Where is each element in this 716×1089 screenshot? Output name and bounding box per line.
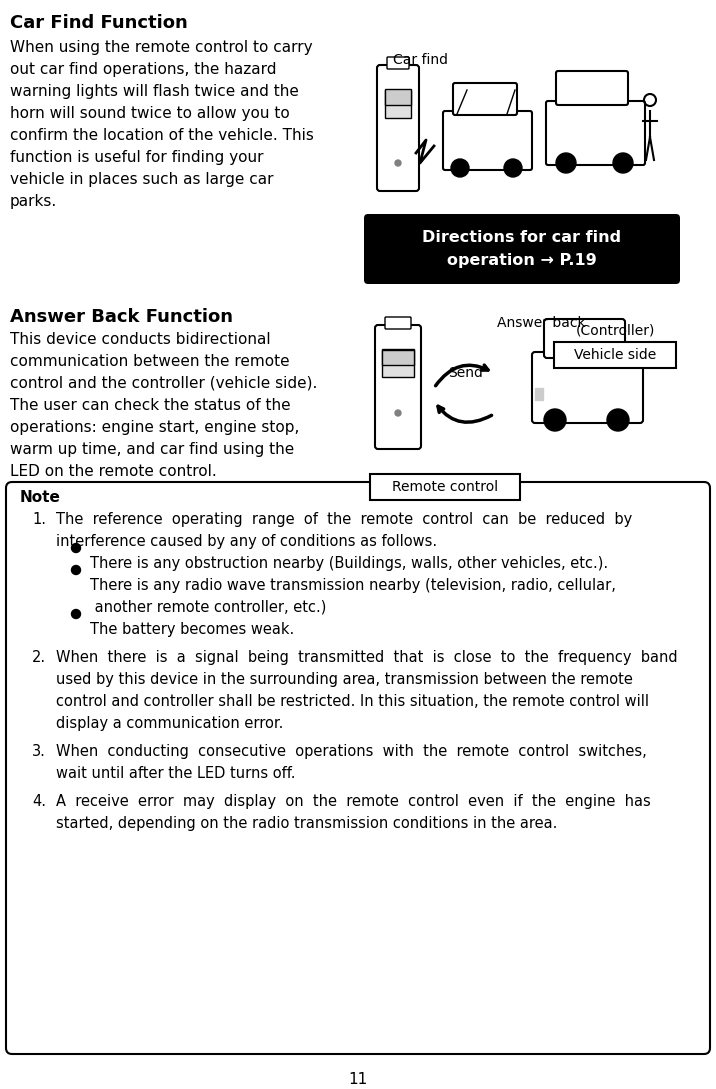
Text: warning lights will flash twice and the: warning lights will flash twice and the xyxy=(10,84,299,99)
Text: function is useful for finding your: function is useful for finding your xyxy=(10,150,263,166)
Text: out car find operations, the hazard: out car find operations, the hazard xyxy=(10,62,276,77)
Text: A  receive  error  may  display  on  the  remote  control  even  if  the  engine: A receive error may display on the remot… xyxy=(56,794,651,809)
Text: When  conducting  consecutive  operations  with  the  remote  control  switches,: When conducting consecutive operations w… xyxy=(56,744,647,759)
Bar xyxy=(382,350,414,365)
Text: communication between the remote: communication between the remote xyxy=(10,354,290,369)
Text: The battery becomes weak.: The battery becomes weak. xyxy=(90,622,294,637)
FancyBboxPatch shape xyxy=(364,215,680,284)
FancyBboxPatch shape xyxy=(6,482,710,1054)
FancyBboxPatch shape xyxy=(453,83,517,115)
Circle shape xyxy=(72,565,80,575)
Text: started, depending on the radio transmission conditions in the area.: started, depending on the radio transmis… xyxy=(56,816,557,831)
Text: Car Find Function: Car Find Function xyxy=(10,14,188,32)
Text: 11: 11 xyxy=(349,1072,367,1087)
Text: Send: Send xyxy=(448,366,483,380)
Bar xyxy=(18,486,70,507)
Bar xyxy=(535,388,543,400)
Text: horn will sound twice to allow you to: horn will sound twice to allow you to xyxy=(10,106,290,121)
Circle shape xyxy=(556,152,576,173)
Text: control and the controller (vehicle side).: control and the controller (vehicle side… xyxy=(10,376,317,391)
Circle shape xyxy=(395,409,401,416)
Text: When using the remote control to carry: When using the remote control to carry xyxy=(10,40,313,56)
Text: Answer back: Answer back xyxy=(497,316,586,330)
Bar xyxy=(382,348,414,377)
FancyBboxPatch shape xyxy=(375,325,421,449)
Bar xyxy=(385,89,411,105)
Bar xyxy=(385,90,411,118)
Circle shape xyxy=(72,610,80,619)
Text: vehicle in places such as large car: vehicle in places such as large car xyxy=(10,172,274,187)
Circle shape xyxy=(451,159,469,178)
Text: Answer Back Function: Answer Back Function xyxy=(10,308,233,326)
Bar xyxy=(554,342,676,368)
Text: another remote controller, etc.): another remote controller, etc.) xyxy=(90,600,326,615)
Text: confirm the location of the vehicle. This: confirm the location of the vehicle. Thi… xyxy=(10,129,314,143)
Text: Directions for car find
operation → P.19: Directions for car find operation → P.19 xyxy=(422,231,621,268)
Text: (Controller): (Controller) xyxy=(576,325,654,338)
Text: The user can check the status of the: The user can check the status of the xyxy=(10,397,291,413)
Text: used by this device in the surrounding area, transmission between the remote: used by this device in the surrounding a… xyxy=(56,672,633,687)
Text: Remote control: Remote control xyxy=(392,480,498,494)
Text: When  there  is  a  signal  being  transmitted  that  is  close  to  the  freque: When there is a signal being transmitted… xyxy=(56,650,677,665)
FancyBboxPatch shape xyxy=(377,65,419,191)
Text: Note: Note xyxy=(20,490,61,505)
Text: control and controller shall be restricted. In this situation, the remote contro: control and controller shall be restrict… xyxy=(56,694,649,709)
Text: parks.: parks. xyxy=(10,194,57,209)
FancyBboxPatch shape xyxy=(532,352,643,423)
Circle shape xyxy=(544,409,566,431)
FancyBboxPatch shape xyxy=(556,71,628,105)
Text: 4.: 4. xyxy=(32,794,46,809)
Text: display a communication error.: display a communication error. xyxy=(56,715,284,731)
FancyBboxPatch shape xyxy=(546,101,645,166)
Text: Vehicle side: Vehicle side xyxy=(574,348,656,362)
Circle shape xyxy=(395,160,401,166)
Text: 1.: 1. xyxy=(32,512,46,527)
Text: 3.: 3. xyxy=(32,744,46,759)
FancyBboxPatch shape xyxy=(385,317,411,329)
Text: The  reference  operating  range  of  the  remote  control  can  be  reduced  by: The reference operating range of the rem… xyxy=(56,512,632,527)
Text: This device conducts bidirectional: This device conducts bidirectional xyxy=(10,332,271,347)
Text: There is any obstruction nearby (Buildings, walls, other vehicles, etc.).: There is any obstruction nearby (Buildin… xyxy=(90,556,608,571)
Text: wait until after the LED turns off.: wait until after the LED turns off. xyxy=(56,766,296,781)
Text: warm up time, and car find using the: warm up time, and car find using the xyxy=(10,442,294,457)
Text: LED on the remote control.: LED on the remote control. xyxy=(10,464,217,479)
Text: There is any radio wave transmission nearby (television, radio, cellular,: There is any radio wave transmission nea… xyxy=(90,578,616,594)
Text: interference caused by any of conditions as follows.: interference caused by any of conditions… xyxy=(56,534,437,549)
Circle shape xyxy=(613,152,633,173)
Circle shape xyxy=(504,159,522,178)
Text: operations: engine start, engine stop,: operations: engine start, engine stop, xyxy=(10,420,299,435)
Text: Car find: Car find xyxy=(393,53,448,68)
Text: 2.: 2. xyxy=(32,650,46,665)
Circle shape xyxy=(72,543,80,552)
FancyBboxPatch shape xyxy=(544,319,625,358)
Circle shape xyxy=(607,409,629,431)
FancyBboxPatch shape xyxy=(387,57,409,69)
Bar xyxy=(370,474,520,500)
FancyBboxPatch shape xyxy=(443,111,532,170)
